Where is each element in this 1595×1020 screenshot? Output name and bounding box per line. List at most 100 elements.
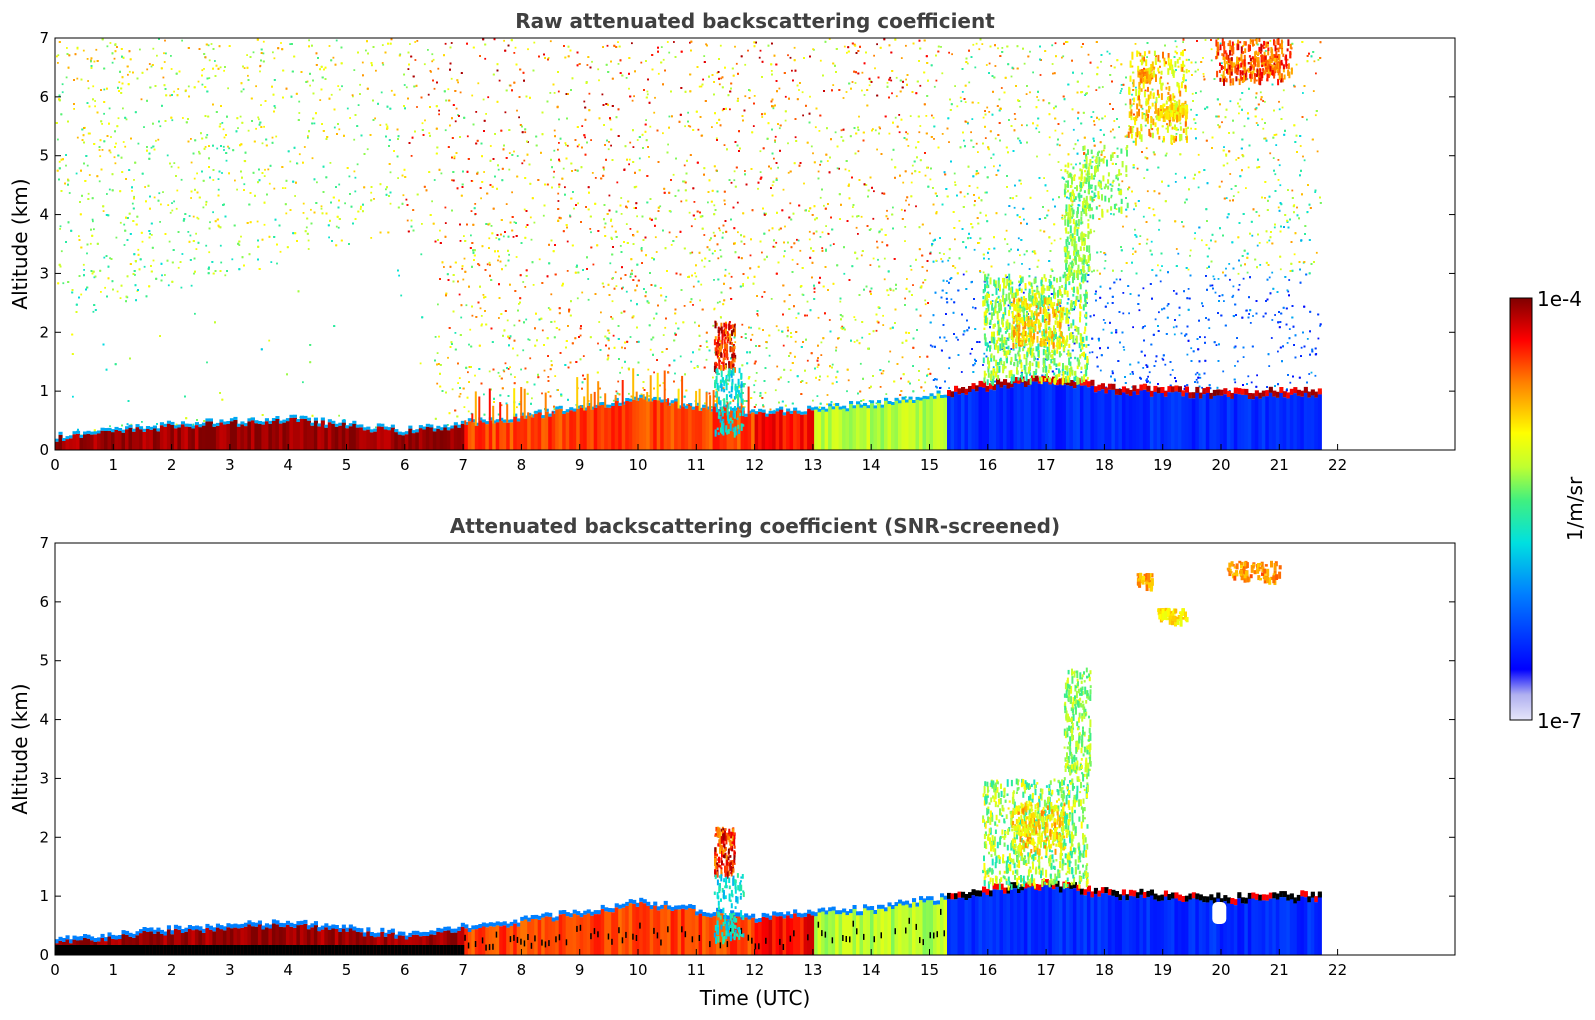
noise-pixel bbox=[733, 170, 736, 173]
noise-pixel bbox=[260, 104, 262, 106]
noise-pixel bbox=[931, 114, 933, 117]
noise-pixel bbox=[429, 70, 432, 72]
noise-pixel bbox=[722, 231, 724, 234]
noise-pixel bbox=[92, 310, 95, 313]
noise-pixel bbox=[1134, 43, 1137, 45]
noise-pixel bbox=[164, 274, 166, 276]
noise-pixel bbox=[999, 164, 1001, 167]
noise-pixel bbox=[414, 41, 417, 43]
noise-pixel bbox=[1237, 288, 1240, 291]
noise-pixel bbox=[876, 148, 878, 151]
noise-pixel bbox=[222, 128, 225, 131]
noise-pixel bbox=[533, 41, 536, 44]
noise-pixel bbox=[553, 320, 556, 323]
noise-pixel bbox=[497, 168, 500, 171]
noise-pixel bbox=[958, 220, 961, 222]
noise-pixel bbox=[966, 192, 969, 195]
noise-pixel bbox=[465, 304, 468, 307]
noise-pixel bbox=[825, 225, 827, 227]
noise-pixel bbox=[826, 394, 829, 396]
noise-pixel bbox=[945, 340, 948, 342]
noise-pixel bbox=[799, 249, 802, 252]
noise-pixel bbox=[320, 207, 323, 210]
noise-pixel bbox=[480, 197, 482, 200]
noise-pixel bbox=[205, 244, 208, 247]
noise-pixel bbox=[1104, 322, 1107, 324]
noise-pixel bbox=[607, 357, 610, 359]
noise-pixel bbox=[821, 231, 824, 234]
noise-pixel bbox=[1142, 287, 1145, 290]
noise-pixel bbox=[597, 68, 600, 71]
noise-pixel bbox=[303, 146, 306, 148]
noise-pixel bbox=[509, 366, 511, 369]
noise-pixel bbox=[397, 177, 399, 179]
noise-pixel bbox=[399, 53, 402, 56]
noise-pixel bbox=[840, 327, 843, 329]
noise-pixel bbox=[1013, 261, 1016, 264]
noise-pixel bbox=[547, 376, 550, 378]
noise-pixel bbox=[223, 149, 225, 151]
noise-pixel bbox=[1122, 292, 1125, 294]
noise-pixel bbox=[463, 235, 465, 237]
noise-pixel bbox=[103, 88, 106, 91]
noise-pixel bbox=[458, 293, 461, 296]
noise-pixel bbox=[217, 178, 220, 180]
noise-pixel bbox=[194, 312, 196, 315]
noise-pixel bbox=[906, 278, 908, 280]
noise-pixel bbox=[753, 384, 756, 387]
noise-pixel bbox=[606, 44, 609, 47]
noise-pixel bbox=[1132, 253, 1134, 255]
noise-pixel bbox=[160, 203, 162, 206]
noise-pixel bbox=[1133, 208, 1135, 211]
noise-pixel bbox=[1124, 103, 1127, 106]
noise-pixel bbox=[1317, 337, 1320, 340]
noise-pixel bbox=[337, 85, 340, 87]
noise-pixel bbox=[1316, 150, 1319, 153]
noise-pixel bbox=[272, 51, 274, 54]
noise-pixel bbox=[1146, 364, 1149, 367]
noise-pixel bbox=[816, 395, 819, 397]
noise-pixel bbox=[524, 286, 527, 288]
noise-pixel bbox=[853, 341, 856, 343]
noise-pixel bbox=[1282, 89, 1285, 92]
noise-pixel bbox=[728, 272, 731, 275]
noise-pixel bbox=[1177, 252, 1180, 255]
noise-pixel bbox=[1146, 238, 1149, 241]
noise-pixel bbox=[931, 244, 933, 247]
noise-pixel bbox=[759, 49, 762, 52]
raw-backscatter-panel: Raw attenuated backscattering coefficien… bbox=[8, 9, 1456, 474]
noise-pixel bbox=[719, 44, 722, 47]
noise-pixel bbox=[400, 294, 403, 297]
noise-pixel bbox=[430, 71, 432, 73]
noise-pixel bbox=[963, 139, 965, 142]
noise-pixel bbox=[774, 141, 776, 143]
noise-pixel bbox=[653, 111, 656, 114]
noise-pixel bbox=[1256, 374, 1258, 377]
noise-pixel bbox=[697, 128, 700, 131]
noise-pixel bbox=[1077, 139, 1079, 142]
noise-pixel bbox=[87, 80, 89, 82]
noise-pixel bbox=[772, 245, 775, 248]
noise-pixel bbox=[289, 160, 292, 163]
noise-pixel bbox=[370, 191, 373, 194]
noise-pixel bbox=[109, 257, 111, 260]
noise-pixel bbox=[808, 210, 810, 212]
noise-pixel bbox=[307, 239, 310, 242]
noise-pixel bbox=[632, 146, 635, 148]
noise-pixel bbox=[436, 352, 439, 354]
noise-pixel bbox=[820, 354, 823, 356]
noise-pixel bbox=[550, 293, 553, 296]
noise-pixel bbox=[587, 278, 590, 280]
noise-pixel bbox=[577, 202, 579, 205]
noise-pixel bbox=[1102, 149, 1105, 152]
noise-pixel bbox=[197, 217, 200, 220]
noise-pixel bbox=[170, 165, 173, 168]
noise-pixel bbox=[742, 283, 744, 285]
noise-pixel bbox=[1300, 346, 1303, 349]
noise-pixel bbox=[124, 145, 127, 148]
noise-pixel bbox=[874, 129, 877, 132]
noise-pixel bbox=[982, 116, 985, 119]
noise-pixel bbox=[882, 370, 885, 372]
noise-pixel bbox=[610, 144, 612, 147]
noise-pixel bbox=[935, 259, 938, 262]
